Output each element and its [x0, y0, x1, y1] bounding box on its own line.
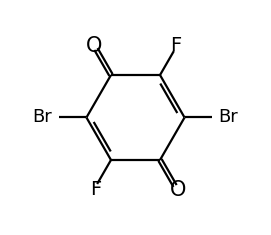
Text: O: O: [170, 180, 186, 200]
Text: F: F: [90, 180, 101, 199]
Text: F: F: [170, 36, 181, 55]
Text: O: O: [85, 35, 102, 55]
Text: Br: Br: [218, 109, 238, 126]
Text: Br: Br: [33, 109, 53, 126]
